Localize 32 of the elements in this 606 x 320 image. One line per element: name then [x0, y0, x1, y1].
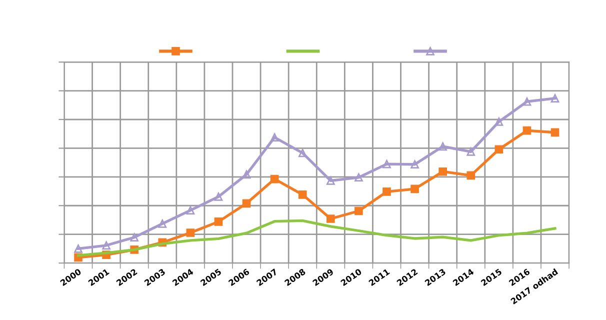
point: [214, 192, 223, 201]
point: [270, 133, 279, 142]
point: [326, 214, 335, 223]
point: [410, 160, 419, 169]
point: [270, 174, 279, 184]
point: [466, 148, 476, 156]
point: [158, 220, 167, 228]
point: [242, 170, 251, 179]
point: [494, 118, 504, 126]
point: [298, 190, 307, 199]
point: [130, 233, 139, 242]
point: [522, 126, 532, 135]
point: [550, 94, 560, 102]
point: [74, 244, 82, 253]
point: [186, 206, 195, 214]
point: [438, 167, 447, 176]
point: [354, 173, 363, 182]
point: [410, 184, 419, 194]
point: [382, 188, 391, 196]
point: [354, 206, 363, 216]
point: [494, 145, 504, 154]
point: [242, 199, 251, 208]
point: [438, 142, 447, 151]
point: [382, 160, 391, 168]
point: [214, 218, 223, 226]
point: [102, 241, 110, 250]
point: [298, 148, 307, 158]
point: [522, 97, 532, 106]
point: [186, 228, 195, 237]
point: [326, 176, 335, 185]
point: [550, 128, 560, 137]
point: [466, 171, 476, 180]
